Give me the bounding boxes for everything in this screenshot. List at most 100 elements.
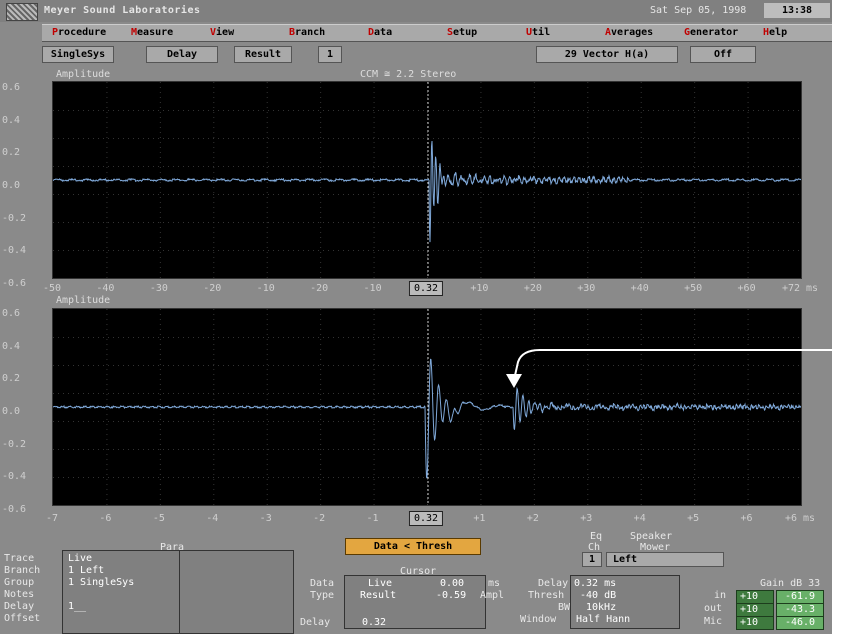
impulse-plot-bottom[interactable]	[52, 308, 802, 506]
x-tick-label: +40	[630, 283, 649, 294]
x-tick-label: -40	[96, 283, 115, 294]
cursor-data-num: 0.00	[440, 578, 465, 589]
channel-unit-label: Speaker	[630, 531, 673, 542]
channel-ch-label: Ch	[588, 542, 601, 553]
param-value[interactable]: 1__	[68, 601, 87, 612]
y-tick-label: -0.2	[2, 212, 27, 224]
settings-window-value[interactable]: Half Hann	[576, 614, 631, 625]
x-tick-label: -4	[206, 513, 219, 524]
y-tick-label: 0.6	[2, 308, 21, 319]
gain-row-label: out	[704, 603, 723, 614]
params-header: Para	[160, 542, 185, 553]
x-tick-label: -20	[203, 283, 222, 294]
cursor-type-value[interactable]: Result	[360, 590, 397, 601]
param-label: Offset	[4, 613, 41, 624]
gain-setting-field[interactable]: +10	[736, 603, 774, 617]
settings-delay-label: Delay	[538, 578, 569, 589]
cursor-header: Cursor	[400, 566, 437, 577]
view-button[interactable]: Delay	[146, 46, 218, 63]
x-tick-label: +60	[737, 283, 756, 294]
index-button[interactable]: 1	[318, 46, 342, 63]
menu-branch[interactable]: Branch	[289, 27, 326, 38]
cursor-type-num: -0.59	[436, 590, 467, 601]
impulse-trace-bottom	[53, 358, 801, 479]
cursor-type-label: Type	[310, 590, 335, 601]
x-tick-label: +2	[526, 513, 539, 524]
param-label: Branch	[4, 565, 41, 576]
x-tick-label: +20	[523, 283, 542, 294]
threshold-status-badge: Data < Thresh	[345, 538, 481, 555]
menu-averages[interactable]: Averages	[605, 27, 654, 38]
y-tick-label: -0.4	[2, 471, 27, 483]
channel-eq-label: Eq	[590, 531, 603, 542]
cursor-data-value[interactable]: Live	[368, 578, 393, 589]
menu-data[interactable]: Data	[368, 27, 393, 38]
generator-signal-button[interactable]: 29 Vector H(a)	[536, 46, 678, 63]
gain-row-label: in	[714, 590, 727, 601]
x-tick-label: -10	[256, 283, 275, 294]
clock-display: 13:38	[764, 3, 830, 18]
param-value[interactable]: 1 SingleSys	[68, 577, 135, 588]
y-tick-label: 0.2	[2, 147, 21, 159]
y-tick-label: -0.6	[2, 278, 27, 289]
x-tick-label: +3	[580, 513, 593, 524]
menu-generator[interactable]: Generator	[684, 27, 739, 38]
menu-procedure[interactable]: Procedure	[52, 27, 107, 38]
y-tick-label: -0.2	[2, 438, 27, 450]
y-tick-label: 0.4	[2, 114, 21, 126]
settings-delay-value[interactable]: 0.32 ms	[574, 578, 617, 589]
cursor-delay-value: 0.32	[362, 617, 387, 628]
gain-setting-field[interactable]: +10	[736, 616, 774, 630]
y-tick-label: 0.0	[2, 406, 21, 417]
settings-thresh-label: Thresh	[528, 590, 565, 601]
menu-util[interactable]: Util	[526, 27, 551, 38]
cursor-type-unit: Ampl	[480, 590, 505, 601]
settings-window-label: Window	[520, 614, 557, 625]
gain-level-value: -61.9	[776, 590, 824, 604]
plot2-ylabel: Amplitude	[56, 295, 111, 306]
channel-number-field[interactable]: 1	[582, 552, 602, 567]
param-label: Group	[4, 577, 35, 588]
param-label: Notes	[4, 589, 35, 600]
gain-setting-field[interactable]: +10	[736, 590, 774, 604]
app-title: Meyer Sound Laboratories	[44, 5, 201, 16]
y-tick-label: -0.6	[2, 504, 27, 515]
cursor-position-box-top[interactable]: 0.32	[408, 281, 444, 296]
impulse-trace-top	[53, 140, 801, 243]
cursor-position-box-bottom[interactable]: 0.32	[408, 511, 444, 526]
settings-bw-value[interactable]: 10kHz	[586, 602, 617, 613]
param-value[interactable]: 1 Left	[68, 565, 105, 576]
gain-header: Gain dB 33	[760, 578, 821, 589]
y-tick-label: 0.2	[2, 373, 21, 385]
impulse-plot-top[interactable]	[52, 81, 802, 279]
y-tick-label: -0.4	[2, 245, 27, 257]
gain-row-label: Mic	[704, 616, 723, 627]
channel-name-field[interactable]: Left	[606, 552, 724, 567]
x-tick-label: +30	[577, 283, 596, 294]
result-button[interactable]: Result	[234, 46, 292, 63]
menu-setup[interactable]: Setup	[447, 27, 478, 38]
annotation-arrow-icon	[506, 349, 842, 388]
x-tick-label: -2	[313, 513, 326, 524]
gain-level-value: -46.0	[776, 616, 824, 630]
x-tick-label: -10	[363, 283, 382, 294]
menu-bar: Procedure Measure View Branch Data Setup Util A…	[42, 24, 832, 42]
param-value[interactable]: Live	[68, 553, 93, 564]
x-tick-label: +1	[473, 513, 486, 524]
app-logo-icon	[6, 3, 38, 21]
settings-thresh-value[interactable]: -40 dB	[580, 590, 617, 601]
cursor-panel	[344, 575, 486, 629]
mode-button[interactable]: SingleSys	[42, 46, 114, 63]
param-label: Trace	[4, 553, 35, 564]
cursor-delay-label: Delay	[300, 617, 331, 628]
menu-measure[interactable]: Measure	[131, 27, 174, 38]
menu-help[interactable]: Help	[763, 27, 788, 38]
menu-view[interactable]: View	[210, 27, 235, 38]
x-tick-label: +72 ms	[781, 283, 819, 294]
x-tick-label: -6	[99, 513, 112, 524]
x-tick-label: +4	[633, 513, 646, 524]
generator-state-button[interactable]: Off	[690, 46, 756, 63]
x-tick-label: -3	[259, 513, 272, 524]
gain-level-value: -43.3	[776, 603, 824, 617]
x-tick-label: -5	[152, 513, 165, 524]
